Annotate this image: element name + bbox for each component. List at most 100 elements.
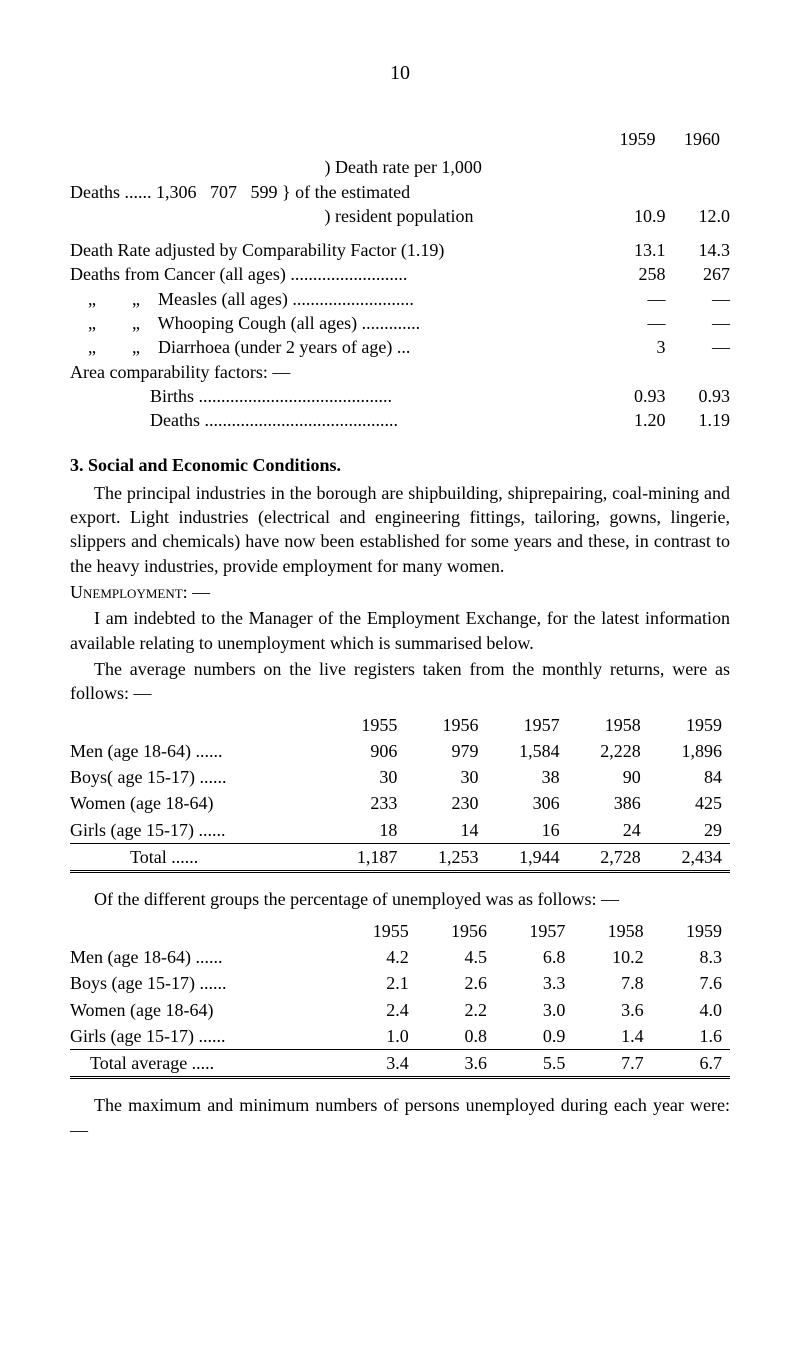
resident-1960: 12.0 [670,204,730,228]
measles-1960: — [670,287,730,311]
table2-total-row: Total average ..... 3.4 3.6 5.5 7.7 6.7 [70,1050,730,1078]
t2-r3-c4: 1.4 [573,1023,651,1050]
t2-total-3: 5.5 [495,1050,573,1078]
deaths-label: Deaths ...... [70,182,151,202]
section-3-p2: I am indebted to the Manager of the Empl… [70,606,730,655]
t1-r3-c2: 14 [405,817,486,844]
deaths-n1: 1,306 [156,182,197,202]
t1-total-4: 2,728 [568,844,649,872]
t1-h0 [70,712,324,738]
diarrhoea-1959: 3 [606,335,666,359]
t2-r1-c5: 7.6 [652,970,730,996]
area-comp-line: Area comparability factors: — [70,360,730,384]
t2-r0-c1: 4.2 [338,944,416,970]
table-row: Women (age 18-64) 2.4 2.2 3.0 3.6 4.0 [70,997,730,1023]
t2-r3-c1: 1.0 [338,1023,416,1050]
table-row: Girls (age 15-17) ...... 1.0 0.8 0.9 1.4… [70,1023,730,1050]
t1-r2-c4: 386 [568,790,649,816]
whooping-1959: — [606,311,666,335]
section-3-heading: 3. Social and Economic Conditions. [70,453,730,477]
page-number: 10 [70,60,730,87]
t1-r2-c3: 306 [487,790,568,816]
births-label: Births .................................… [150,384,606,408]
resident-1959: 10.9 [606,204,666,228]
t2-r1-c3: 3.3 [495,970,573,996]
unemployment-label: Unemployment: — [70,580,730,604]
t2-r2-c1: 2.4 [338,997,416,1023]
t2-r1-c4: 7.8 [573,970,651,996]
t1-h1: 1955 [324,712,405,738]
t1-h2: 1956 [405,712,486,738]
t1-r1-c0: Boys( age 15-17) ...... [70,764,324,790]
table-row: Girls (age 15-17) ...... 18 14 16 24 29 [70,817,730,844]
deaths-comp-1960: 1.19 [670,408,730,432]
t2-total-2: 3.6 [417,1050,495,1078]
t2-h0 [70,918,338,944]
t1-r0-c1: 906 [324,738,405,764]
cancer-1959: 258 [606,262,666,286]
table2-header-row: 1955 1956 1957 1958 1959 [70,918,730,944]
t1-r1-c1: 30 [324,764,405,790]
death-rate-adj-row: Death Rate adjusted by Comparability Fac… [70,238,730,262]
year-1960: 1960 [660,127,720,151]
deaths-n3: 599 [250,182,277,202]
t1-r2-c1: 233 [324,790,405,816]
deaths-n2: 707 [210,182,237,202]
diarrhoea-label: „ „ Diarrhoea (under 2 years of age) ... [70,335,606,359]
t2-r3-c0: Girls (age 15-17) ...... [70,1023,338,1050]
t1-r3-c5: 29 [649,817,730,844]
measles-label: „ „ Measles (all ages) .................… [70,287,606,311]
t2-r1-c0: Boys (age 15-17) ...... [70,970,338,996]
death-rate-adj-1960: 14.3 [670,238,730,262]
t2-r1-c2: 2.6 [417,970,495,996]
deaths-cancer-row: Deaths from Cancer (all ages) ..........… [70,262,730,286]
t1-r3-c0: Girls (age 15-17) ...... [70,817,324,844]
table-row: Women (age 18-64) 233 230 306 386 425 [70,790,730,816]
bracket-close: ) [325,206,331,226]
t2-r2-c0: Women (age 18-64) [70,997,338,1023]
death-rate-adj-label: Death Rate adjusted by Comparability Fac… [70,238,606,262]
bracket-line1: Death rate per 1,000 [335,157,482,177]
t2-total-1: 3.4 [338,1050,416,1078]
cancer-1960: 267 [670,262,730,286]
table-row: Men (age 18-64) ...... 906 979 1,584 2,2… [70,738,730,764]
t2-r3-c3: 0.9 [495,1023,573,1050]
deaths-comp-row: Deaths .................................… [70,408,730,432]
t1-total-5: 2,434 [649,844,730,872]
section-3-p3: The average numbers on the live register… [70,657,730,706]
t2-h2: 1956 [417,918,495,944]
section-3-title: Social and Economic Conditions. [88,455,341,475]
t2-r0-c3: 6.8 [495,944,573,970]
t1-r0-c5: 1,896 [649,738,730,764]
deaths-cancer-label: Deaths from Cancer (all ages) ..........… [70,262,606,286]
whooping-row: „ „ Whooping Cough (all ages) ..........… [70,311,730,335]
table-row: Boys (age 15-17) ...... 2.1 2.6 3.3 7.8 … [70,970,730,996]
t1-r0-c0: Men (age 18-64) ...... [70,738,324,764]
deaths-bracket-block: ) Death rate per 1,000 Deaths ...... 1,3… [70,155,730,228]
year-headers: 1959 1960 [70,127,730,151]
bracket-line2: of the estimated [295,182,410,202]
t1-total-label: Total ...... [70,844,324,872]
bracket-line3: resident population [335,206,473,226]
footer-text: The maximum and minimum numbers of perso… [70,1093,730,1142]
t2-r0-c4: 10.2 [573,944,651,970]
bracket-open: ) [325,157,331,177]
t1-r3-c1: 18 [324,817,405,844]
t2-h3: 1957 [495,918,573,944]
t1-r3-c3: 16 [487,817,568,844]
t1-h4: 1958 [568,712,649,738]
t2-h4: 1958 [573,918,651,944]
t1-r2-c0: Women (age 18-64) [70,790,324,816]
diarrhoea-1960: — [670,335,730,359]
t2-r0-c0: Men (age 18-64) ...... [70,944,338,970]
t2-r0-c5: 8.3 [652,944,730,970]
deaths-comp-1959: 1.20 [606,408,666,432]
births-row: Births .................................… [70,384,730,408]
t1-total-3: 1,944 [487,844,568,872]
t1-total-1: 1,187 [324,844,405,872]
whooping-1960: — [670,311,730,335]
t1-r0-c3: 1,584 [487,738,568,764]
t2-h1: 1955 [338,918,416,944]
t2-total-5: 6.7 [652,1050,730,1078]
t2-r3-c2: 0.8 [417,1023,495,1050]
